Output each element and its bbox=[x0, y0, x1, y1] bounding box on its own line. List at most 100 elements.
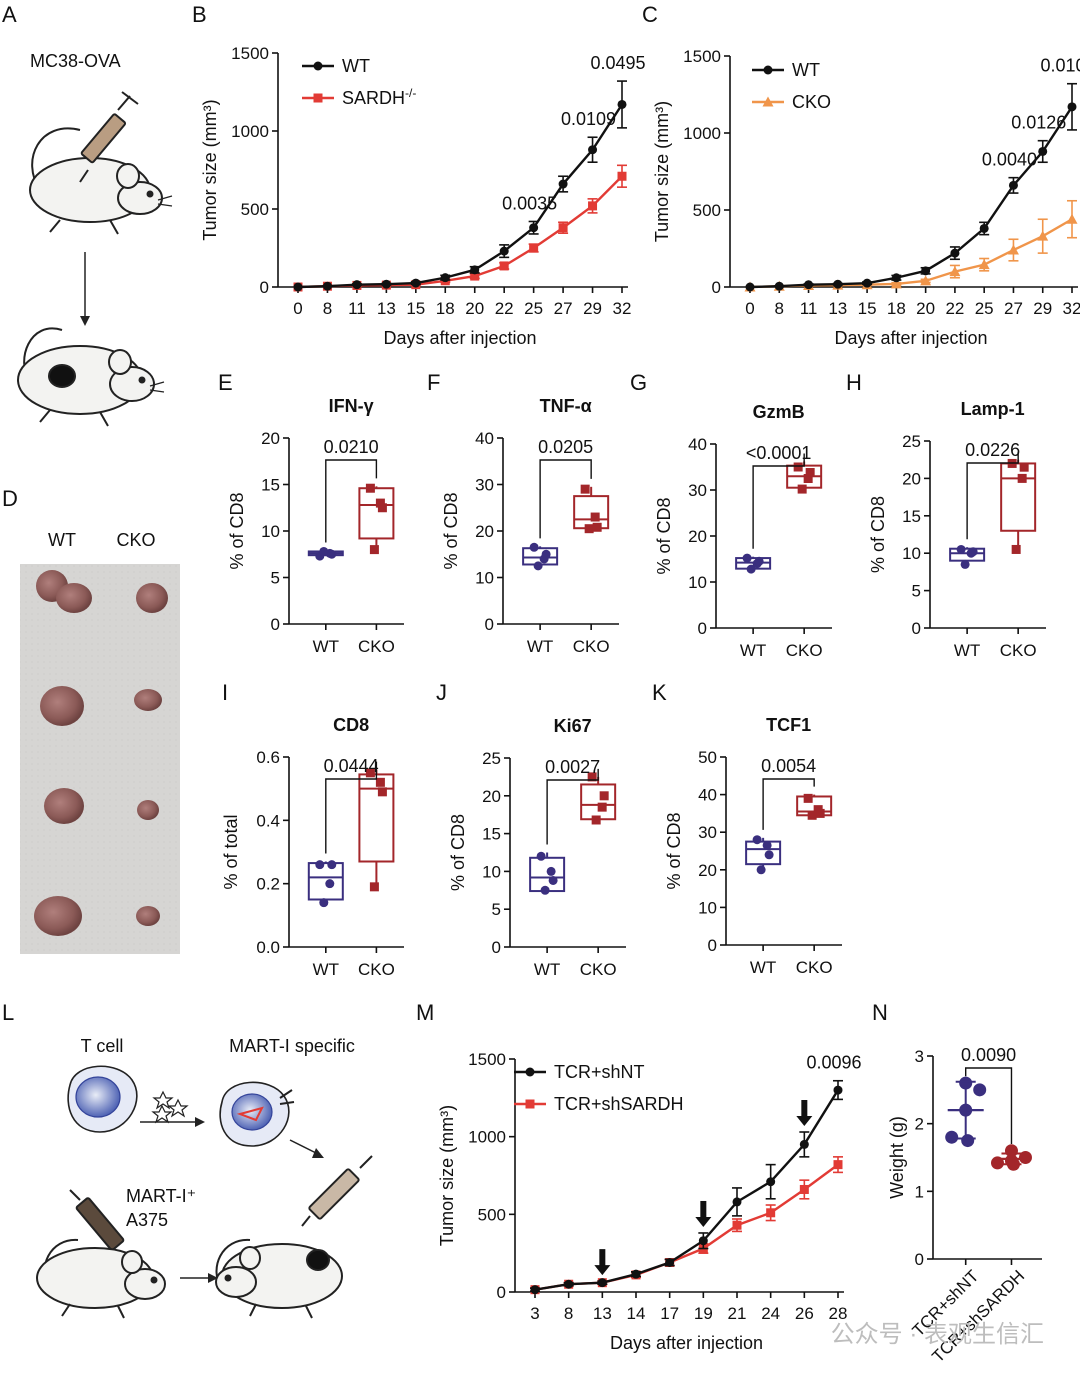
box bbox=[573, 495, 610, 530]
y-tick-label: 40 bbox=[475, 429, 494, 448]
data-point bbox=[319, 898, 329, 908]
y-tick-label: 0 bbox=[271, 615, 280, 634]
chart-k: K 0 10 20 30 40 50 % of CD8 TCF1 WT CKO 0.0054 bbox=[652, 680, 842, 977]
data-point bbox=[381, 279, 391, 289]
p-value-annotation: 0.0226 bbox=[965, 440, 1020, 460]
data-point bbox=[546, 866, 556, 876]
syringe-icon bbox=[79, 91, 139, 183]
significance-bracket bbox=[965, 1067, 1013, 1144]
data-point bbox=[470, 271, 480, 281]
data-point bbox=[799, 1139, 809, 1149]
data-point bbox=[793, 462, 803, 472]
data-point bbox=[833, 1160, 843, 1170]
chart-title: Lamp-1 bbox=[961, 399, 1025, 419]
data-point bbox=[766, 1177, 776, 1187]
x-tick-label: 29 bbox=[583, 299, 602, 318]
x-tick-label: CKO bbox=[796, 958, 833, 977]
data-point bbox=[499, 246, 509, 256]
x-tick-label: 24 bbox=[761, 1304, 780, 1323]
data-point bbox=[365, 768, 375, 778]
data-point bbox=[315, 860, 325, 870]
legend-label: WT bbox=[792, 60, 820, 80]
watermark: 公众号 · 表观生信汇 bbox=[831, 1321, 1044, 1348]
data-point bbox=[804, 280, 814, 290]
injection-arrow-icon bbox=[801, 1100, 808, 1119]
data-point bbox=[774, 281, 784, 291]
x-axis-label: Days after injection bbox=[834, 328, 987, 348]
y-tick-label: 1500 bbox=[468, 1050, 506, 1069]
y-tick-label: 500 bbox=[693, 201, 721, 220]
data-point bbox=[746, 564, 756, 574]
tumor-photo bbox=[20, 564, 180, 954]
photo-col-label-wt: WT bbox=[48, 530, 76, 550]
data-point bbox=[536, 851, 546, 861]
significance-bracket bbox=[966, 451, 1019, 540]
x-tick-label: 18 bbox=[436, 299, 455, 318]
y-tick-label: 20 bbox=[261, 429, 280, 448]
arrow-head bbox=[312, 1148, 324, 1158]
y-tick-label: 25 bbox=[902, 432, 921, 451]
y-tick-label: 0 bbox=[915, 1250, 924, 1269]
y-tick-label: 0 bbox=[485, 615, 494, 634]
x-tick-label: 19 bbox=[694, 1304, 713, 1323]
data-point bbox=[411, 278, 421, 288]
y-tick-label: 1500 bbox=[683, 47, 721, 66]
data-point bbox=[862, 278, 872, 288]
box bbox=[529, 856, 566, 893]
y-axis-label: % of CD8 bbox=[441, 492, 461, 569]
y-tick-label: 1000 bbox=[683, 124, 721, 143]
syringe-icon bbox=[301, 1155, 373, 1227]
data-point bbox=[968, 547, 978, 557]
y-tick-label: 30 bbox=[698, 823, 717, 842]
data-point bbox=[599, 791, 609, 801]
x-tick-label: 13 bbox=[593, 1304, 612, 1323]
x-tick-label: 3 bbox=[530, 1304, 539, 1323]
x-tick-label: WT bbox=[527, 637, 553, 656]
arrow-head bbox=[80, 316, 90, 326]
y-axis-label: Weight (g) bbox=[887, 1116, 907, 1199]
legend-marker bbox=[313, 93, 323, 103]
chart-j: J 0 5 10 15 20 25 % of CD8 Ki67 WT CKO 0.0027 bbox=[436, 680, 626, 979]
tumor-photo-specimens bbox=[34, 570, 168, 936]
p-value-annotation: 0.0126 bbox=[1011, 113, 1066, 133]
y-tick-label: 25 bbox=[482, 749, 501, 768]
stimulation-stars-icon bbox=[151, 1090, 189, 1124]
data-point bbox=[529, 542, 539, 552]
significance-bracket bbox=[539, 459, 592, 539]
chart-c: C 0 500 1000 1500 Tumor size (mm³) 0 8 11 13 15 18 2… bbox=[642, 2, 1080, 348]
series-line bbox=[534, 1089, 840, 1291]
data-point bbox=[558, 223, 568, 233]
chart-e: E 0 5 10 15 20 % of CD8 IFN-γ WT CKO 0.0210 bbox=[218, 370, 404, 656]
data-point bbox=[978, 259, 990, 270]
data-point bbox=[752, 835, 762, 845]
data-point bbox=[369, 882, 379, 892]
mouse-icon bbox=[36, 1238, 166, 1319]
data-point bbox=[293, 282, 303, 292]
legend-label: TCR+shSARDH bbox=[554, 1094, 684, 1114]
p-value-annotation: 0.0444 bbox=[324, 756, 379, 776]
x-tick-label: 29 bbox=[1033, 299, 1052, 318]
y-axis-label: % of CD8 bbox=[448, 814, 468, 891]
x-tick-label: WT bbox=[313, 960, 339, 979]
x-tick-label: 20 bbox=[465, 299, 484, 318]
y-tick-label: 1000 bbox=[468, 1128, 506, 1147]
x-tick-label: 28 bbox=[829, 1304, 848, 1323]
y-tick-label: 10 bbox=[475, 569, 494, 588]
arrow-head bbox=[208, 1273, 218, 1283]
x-tick-label: 25 bbox=[975, 299, 994, 318]
series-line bbox=[749, 106, 1074, 289]
data-point bbox=[833, 279, 843, 289]
y-axis-label: % of CD8 bbox=[654, 497, 674, 574]
x-tick-label: 0 bbox=[293, 299, 302, 318]
y-tick-label: 0.0 bbox=[256, 938, 280, 957]
panel-letter-m: M bbox=[416, 1000, 434, 1025]
p-value-annotation: 0.0040 bbox=[982, 150, 1037, 170]
chart-title: TCF1 bbox=[766, 715, 811, 735]
data-point bbox=[799, 1184, 809, 1194]
legend-marker bbox=[525, 1099, 535, 1109]
data-point bbox=[564, 1279, 574, 1289]
p-value-annotation: 0.0027 bbox=[545, 757, 600, 777]
x-tick-label: 27 bbox=[1004, 299, 1023, 318]
